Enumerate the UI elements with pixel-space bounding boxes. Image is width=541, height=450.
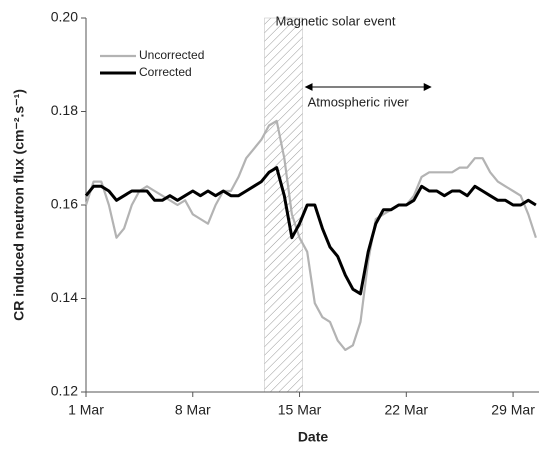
y-tick-label: 0.20 <box>51 9 78 25</box>
x-tick-label: 29 Mar <box>491 402 535 418</box>
event-band <box>264 17 303 393</box>
x-axis-title: Date <box>298 429 329 445</box>
legend-label: Corrected <box>139 65 192 79</box>
x-tick-label: 15 Mar <box>278 402 322 418</box>
series-line <box>84 119 537 351</box>
y-tick-label: 0.14 <box>51 289 78 305</box>
annotation: Magnetic solar event <box>276 13 396 28</box>
annotation: Atmospheric river <box>308 94 410 109</box>
x-tick-label: 8 Mar <box>175 402 211 418</box>
series-line <box>84 166 537 296</box>
y-tick-label: 0.18 <box>51 102 78 118</box>
y-axis-title: CR induced neutron flux (cm⁻².s⁻¹) <box>11 89 27 321</box>
y-tick-label: 0.12 <box>51 383 78 399</box>
y-tick-label: 0.16 <box>51 196 78 212</box>
legend-label: Uncorrected <box>139 48 204 62</box>
x-tick-label: 1 Mar <box>68 402 104 418</box>
x-tick-label: 22 Mar <box>385 402 429 418</box>
